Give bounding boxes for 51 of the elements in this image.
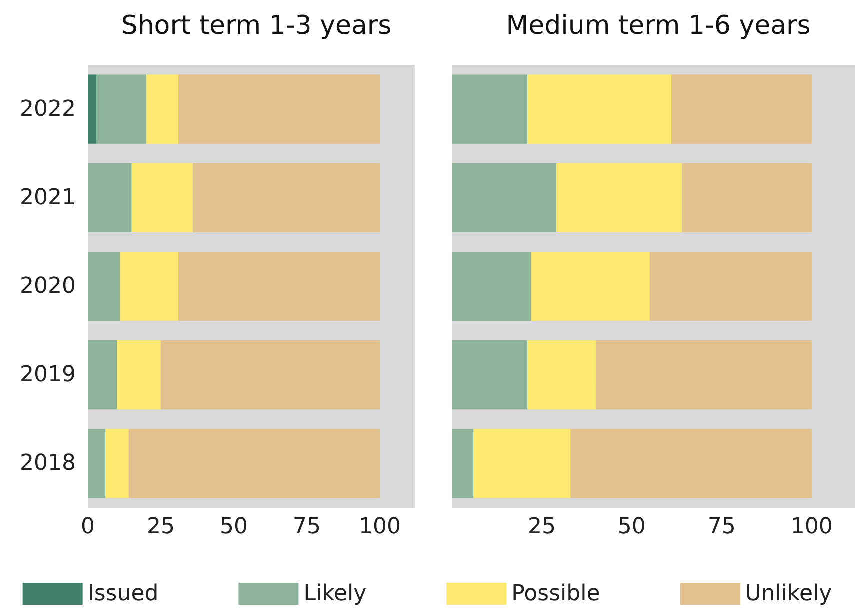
bar (452, 340, 528, 410)
bar (88, 429, 106, 498)
bar (531, 252, 650, 322)
bar (474, 429, 571, 498)
bar (452, 163, 556, 232)
bar (682, 163, 812, 232)
bar (88, 74, 97, 144)
bar (88, 252, 120, 322)
bar (452, 252, 532, 322)
bar (88, 340, 118, 410)
bar (671, 74, 812, 144)
y-tick-label: 2021 (20, 185, 76, 210)
x-tick-label: 75 (292, 514, 321, 540)
x-tick-label: 100 (790, 514, 833, 540)
bar (117, 340, 161, 410)
bar (106, 429, 129, 498)
bar (178, 252, 380, 322)
bar (178, 74, 380, 144)
chart-title: Medium term 1-6 years (506, 11, 811, 41)
bar (193, 163, 380, 232)
legend-label: Issued (88, 582, 159, 606)
bar (88, 163, 132, 232)
bar (596, 340, 812, 410)
legend-label: Possible (512, 582, 600, 606)
legend-label: Unlikely (745, 582, 832, 606)
bar (120, 252, 179, 322)
bar (146, 74, 179, 144)
y-tick-label: 2020 (20, 274, 76, 299)
bar (128, 429, 380, 498)
bar (570, 429, 812, 498)
x-tick-label: 25 (528, 514, 556, 540)
bar (556, 163, 682, 232)
y-tick-label: 2019 (20, 362, 76, 388)
bar (528, 340, 596, 410)
bar (160, 340, 380, 410)
bar (132, 163, 194, 232)
y-tick-label: 2022 (20, 96, 76, 122)
x-tick-label: 100 (358, 514, 401, 540)
bar (452, 429, 474, 498)
bar (528, 74, 672, 144)
x-tick-label: 25 (146, 514, 175, 540)
x-tick-label: 0 (81, 514, 95, 540)
y-tick-label: 2018 (20, 451, 76, 476)
bar (650, 252, 812, 322)
bar (452, 74, 528, 144)
legend-label: Likely (304, 582, 367, 606)
x-tick-label: 75 (708, 514, 736, 540)
chart-title: Short term 1-3 years (121, 11, 392, 41)
x-tick-label: 50 (618, 514, 646, 540)
bar (96, 74, 146, 144)
x-tick-label: 50 (220, 514, 248, 540)
